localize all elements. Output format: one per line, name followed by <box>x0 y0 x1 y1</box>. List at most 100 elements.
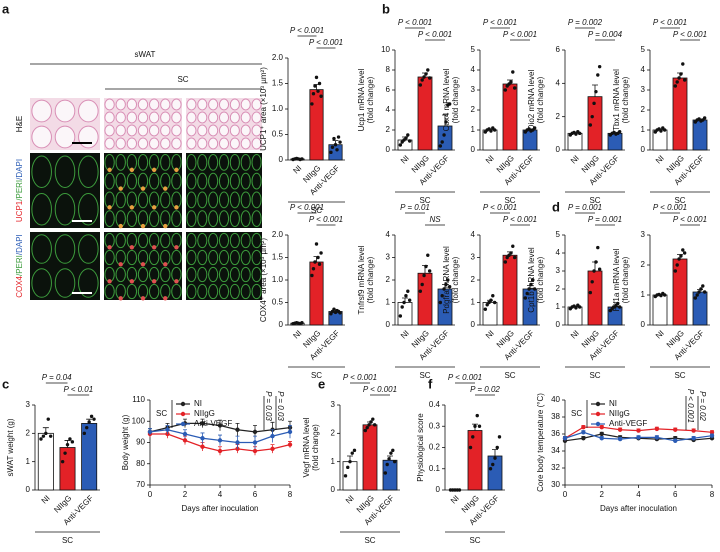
cell <box>115 98 126 111</box>
data-point <box>48 434 53 438</box>
cell <box>229 154 240 171</box>
data-point <box>468 445 473 450</box>
data-point <box>147 429 153 435</box>
stain <box>174 167 179 173</box>
cell <box>148 283 160 300</box>
stain <box>163 296 168 301</box>
y-axis-label: (fold change) <box>366 76 375 123</box>
bar <box>59 447 76 491</box>
cell <box>126 111 138 124</box>
y-tick-label: 0.5 <box>272 130 284 139</box>
significance-label: P < 0.001 <box>363 385 397 394</box>
data-point <box>592 269 596 273</box>
data-point <box>369 420 373 424</box>
cell <box>104 283 115 300</box>
y-axis-label: Ucp1 mRNA level <box>357 68 366 131</box>
cell <box>208 124 219 137</box>
y-axis-label: Tnfrsf9 mRNA level <box>357 245 366 314</box>
significance-label: P < 0.001 <box>686 389 695 423</box>
y-tick-label: 2 <box>386 125 391 134</box>
data-point <box>367 423 371 427</box>
data-point <box>682 78 687 82</box>
y-tick-label: 4 <box>471 230 476 239</box>
data-point <box>252 440 258 445</box>
data-point <box>287 429 293 435</box>
cell <box>251 111 262 124</box>
error-bar <box>442 114 448 126</box>
data-point <box>599 436 604 441</box>
data-point <box>350 451 354 455</box>
data-point <box>599 425 604 430</box>
legend-label: NIIgG <box>194 409 215 418</box>
data-point <box>60 459 65 464</box>
data-point <box>709 430 715 435</box>
data-point <box>444 120 448 124</box>
y-tick-label: 0 <box>556 145 561 154</box>
cell <box>240 137 251 150</box>
data-point <box>679 72 683 76</box>
data-point <box>404 294 408 298</box>
x-tick-label: NI <box>399 154 411 166</box>
cell <box>218 172 230 190</box>
data-point <box>92 417 96 421</box>
y-tick-label: 0 <box>386 320 391 329</box>
y-axis-label: (fold change) <box>451 76 460 123</box>
data-point <box>594 89 598 94</box>
cell <box>115 232 126 249</box>
significance-label: P < 0.001 <box>290 203 324 212</box>
data-point <box>709 433 715 438</box>
cell <box>208 98 219 111</box>
cell <box>251 191 262 209</box>
y-axis-label: Body weight (g) <box>121 414 130 470</box>
cell <box>186 191 197 209</box>
data-point <box>438 300 443 305</box>
stain <box>151 245 157 250</box>
data-point <box>673 438 678 443</box>
legend-marker <box>180 421 186 427</box>
data-point <box>590 280 594 284</box>
data-point <box>512 86 517 90</box>
cell <box>104 137 115 150</box>
y-tick-label: 4 <box>386 230 391 239</box>
bar <box>672 77 688 151</box>
data-point <box>654 435 660 440</box>
bar <box>587 270 603 326</box>
cell <box>148 98 160 111</box>
cell <box>115 124 126 137</box>
cell <box>54 234 76 264</box>
y-tick-label: 5 <box>471 45 476 54</box>
y-tick-label: 2 <box>386 275 391 284</box>
row-label: COX4/PERI/DAPI <box>15 234 24 298</box>
x-tick-label: NI <box>569 154 581 166</box>
y-tick-label: 10 <box>381 45 390 54</box>
data-point <box>319 251 323 255</box>
cell <box>54 99 76 123</box>
cell <box>229 124 240 137</box>
significance-label: P < 0.001 <box>309 215 343 224</box>
cell <box>240 249 251 266</box>
data-point <box>418 289 423 293</box>
x-tick-label: 4 <box>636 490 641 499</box>
cell <box>197 249 208 266</box>
cell <box>186 210 197 227</box>
cell <box>171 111 182 124</box>
data-point <box>675 263 679 267</box>
data-point <box>697 290 701 294</box>
legend-marker <box>180 401 186 407</box>
data-point <box>346 465 350 470</box>
y-tick-label: 6 <box>386 85 391 94</box>
cell <box>218 210 230 227</box>
data-point <box>406 289 410 293</box>
cell <box>78 125 99 149</box>
significance-label: P < 0.001 <box>673 215 707 224</box>
y-tick-label: 2 <box>556 284 561 293</box>
data-point <box>594 260 598 264</box>
group-label: SC <box>589 196 600 205</box>
cell <box>137 232 149 249</box>
data-point <box>617 427 623 432</box>
cell <box>31 125 52 149</box>
x-tick-label: 8 <box>710 490 715 499</box>
x-axis-label: Days after inoculation <box>182 504 259 513</box>
x-tick-label: NI <box>344 494 356 506</box>
data-point <box>70 440 75 444</box>
